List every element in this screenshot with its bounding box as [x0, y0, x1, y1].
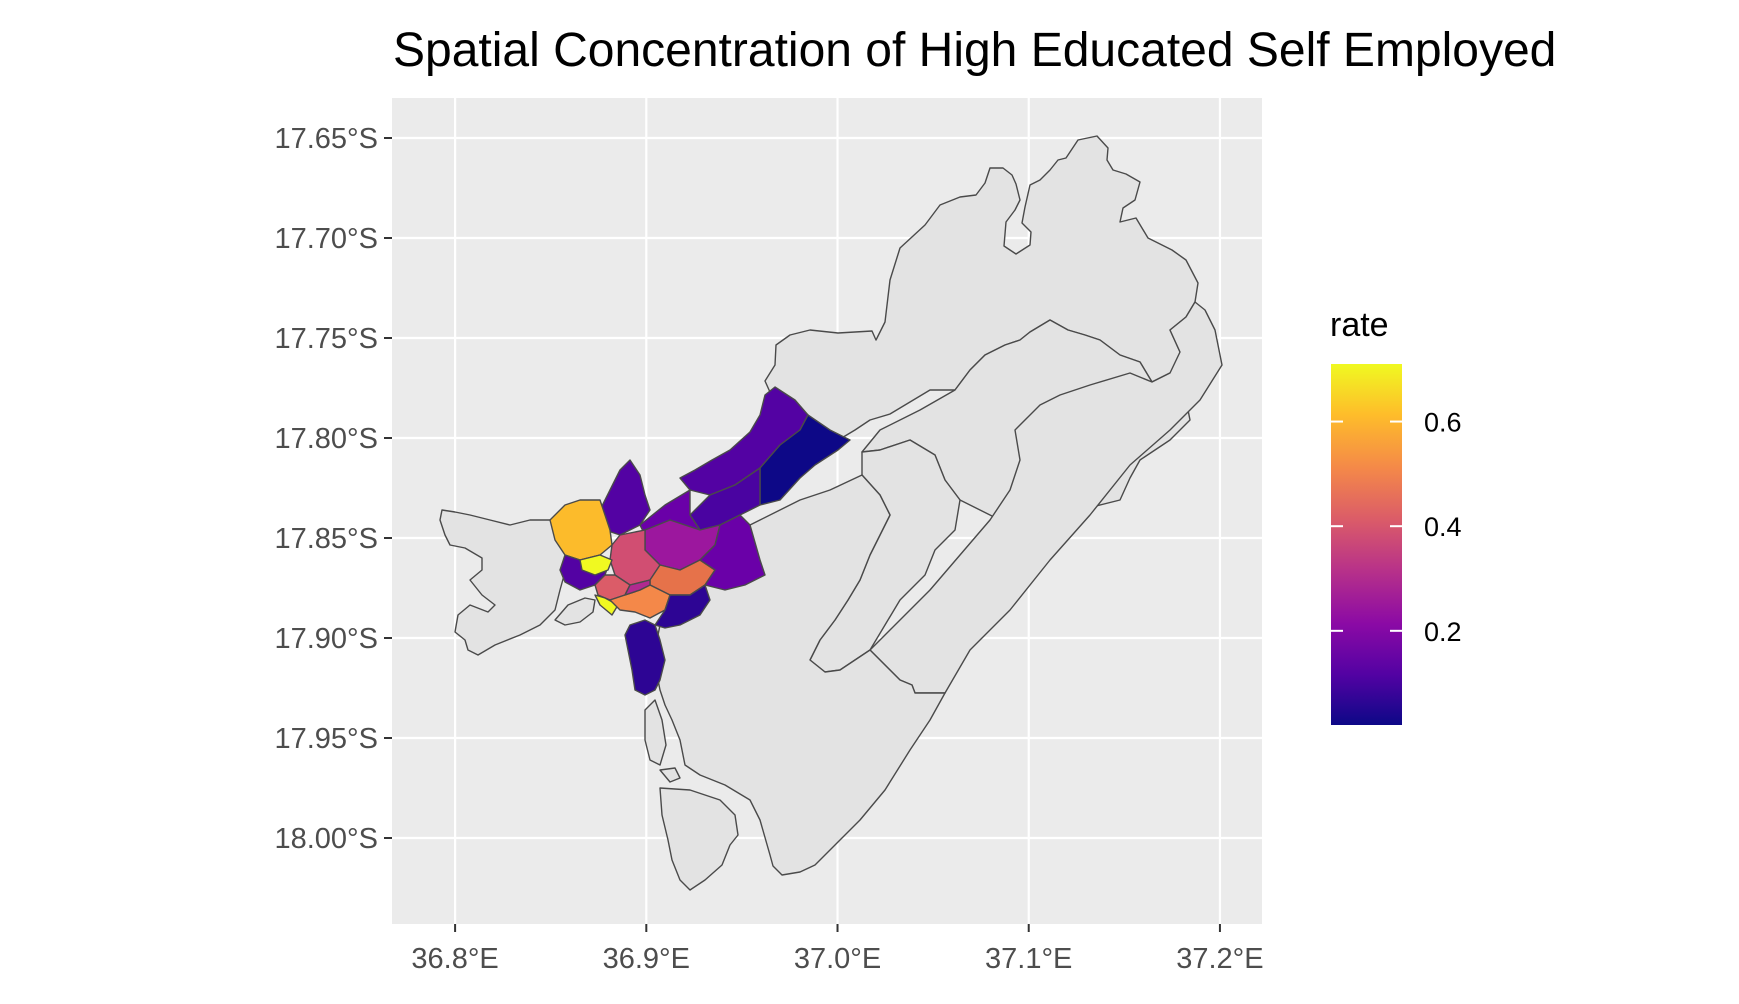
y-tick-label: 17.95°S — [274, 723, 378, 755]
legend-break-label: 0.2 — [1424, 617, 1462, 647]
y-axis: 17.65°S 17.70°S 17.75°S 17.80°S 17.85°S 17.90… — [274, 123, 392, 855]
legend-break-label: 0.6 — [1424, 408, 1462, 438]
district-west-peninsula — [439, 509, 586, 656]
district-north-west — [599, 459, 651, 536]
chart-title: Spatial Concentration of High Educated S… — [393, 24, 1556, 77]
island-1 — [554, 597, 596, 626]
y-tick-label: 17.70°S — [274, 223, 378, 255]
x-axis: 36.8°E 36.9°E 37.0°E 37.1°E 37.2°E — [411, 924, 1264, 975]
district-central-magenta-2 — [624, 579, 651, 596]
y-tick-label: 17.75°S — [274, 323, 378, 355]
x-tick-label: 37.2°E — [1176, 943, 1263, 975]
district-yellow-orange-west — [549, 499, 613, 561]
legend-break-label: 0.4 — [1424, 512, 1462, 542]
island-2 — [644, 699, 667, 766]
y-tick-label: 17.80°S — [274, 423, 378, 455]
legend-colorbar — [1331, 364, 1402, 725]
x-tick-label: 36.8°E — [411, 943, 498, 975]
district-yellow-small — [579, 554, 613, 576]
legend-title: rate — [1330, 306, 1389, 344]
district-south-long — [624, 619, 666, 696]
island-3 — [659, 767, 681, 783]
district-ne-navy — [759, 414, 851, 506]
x-tick-label: 37.1°E — [985, 943, 1072, 975]
y-tick-label: 17.85°S — [274, 523, 378, 555]
map-polygons — [439, 135, 1223, 891]
x-tick-label: 37.0°E — [794, 943, 881, 975]
legend: rate 0.2 0.4 0.6 — [1330, 306, 1462, 725]
legend-breaks: 0.2 0.4 0.6 — [1331, 408, 1462, 647]
district-east-purple — [699, 514, 766, 591]
y-tick-label: 17.65°S — [274, 123, 378, 155]
x-tick-label: 36.9°E — [603, 943, 690, 975]
y-tick-label: 17.90°S — [274, 623, 378, 655]
district-east-strip — [869, 301, 1223, 694]
y-tick-label: 18.00°S — [274, 823, 378, 855]
district-south-navy — [654, 584, 711, 629]
district-sw-yellow — [594, 594, 619, 616]
island-4 — [659, 787, 739, 891]
